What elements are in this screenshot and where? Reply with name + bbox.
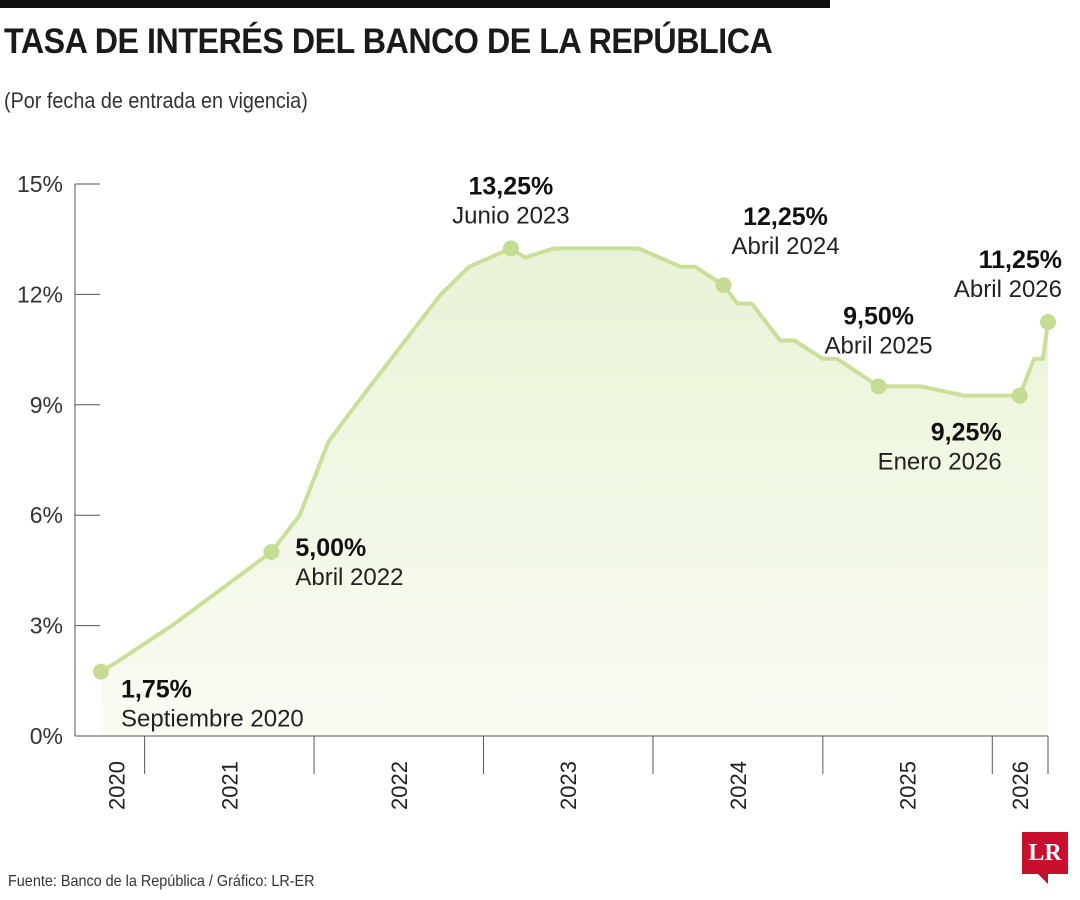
markers-layer (92, 240, 1056, 680)
rate-line (99, 246, 1050, 674)
annotation-date: Junio 2023 (452, 202, 569, 229)
year-label: 2023 (556, 761, 581, 810)
axes-layer: 0% 3% 6% 9% 12% 15% 2020 2021 2022 2023 2024 2025 20… (17, 171, 1049, 810)
y-tick-label: 15% (17, 171, 63, 197)
year-label: 2022 (387, 761, 412, 810)
rate-marker (715, 277, 732, 294)
annotation-date: Enero 2026 (878, 449, 1002, 476)
rate-marker (1040, 314, 1056, 330)
annotation-value: 11,25% (979, 246, 1062, 274)
area-layer (100, 248, 1049, 736)
annotation-value: 5,00% (295, 534, 366, 562)
year-label: 2026 (1008, 761, 1033, 810)
year-label: 2025 (896, 761, 921, 810)
area-fill (100, 248, 1049, 736)
annotation-date: Septiembre 2020 (121, 706, 304, 733)
annotation-value: 1,75% (121, 676, 192, 704)
rate-marker (502, 240, 519, 257)
chart-title: TASA DE INTERÉS DEL BANCO DE LA REPÚBLIC… (4, 22, 773, 61)
top-rule (0, 0, 830, 8)
annotation-value: 13,25% (469, 172, 554, 200)
line-layer (99, 246, 1050, 674)
source-note: Fuente: Banco de la República / Gráfico:… (8, 873, 315, 890)
annotations-layer: 1,75%Septiembre 2020 5,00%Abril 2022 13,25… (121, 172, 1062, 732)
y-tick-label: 3% (30, 613, 63, 639)
annotation-date: Abril 2025 (825, 332, 933, 359)
y-tick-label: 0% (30, 723, 63, 749)
chart-subtitle: (Por fecha de entrada en vigencia) (4, 88, 308, 113)
annotation-date: Abril 2026 (954, 276, 1062, 303)
year-label: 2020 (104, 761, 129, 810)
lr-logo: LR (1022, 832, 1068, 884)
annotation-date: Abril 2022 (295, 564, 403, 591)
annotation-value: 9,25% (931, 419, 1002, 447)
rate-marker (263, 544, 280, 560)
year-label: 2024 (726, 761, 751, 810)
y-tick-label: 9% (30, 392, 63, 418)
annotation-date: Abril 2024 (731, 233, 839, 260)
rate-marker (92, 663, 109, 680)
year-label: 2021 (217, 761, 242, 810)
y-tick-label: 6% (30, 502, 63, 528)
annotation-value: 9,50% (843, 302, 914, 330)
y-tick-label: 12% (17, 281, 63, 307)
rate-marker (1011, 387, 1028, 404)
annotation-value: 12,25% (743, 203, 828, 231)
rate-marker (870, 378, 887, 395)
